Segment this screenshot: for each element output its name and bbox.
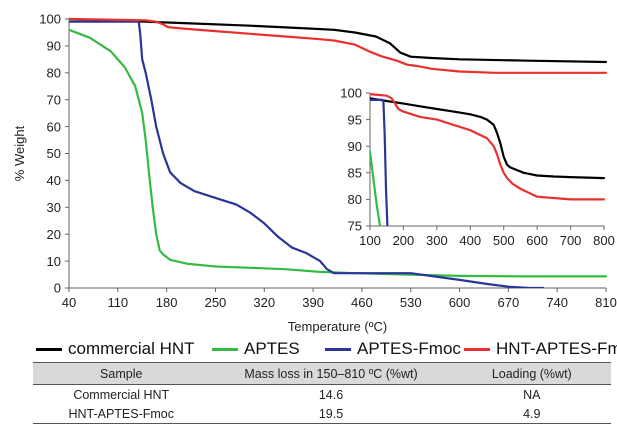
table-cell: HNT-APTES-Fmoc — [33, 404, 210, 424]
legend-swatch-aptes-fmoc — [325, 347, 351, 351]
inset-y-tick-label: 100 — [340, 86, 362, 101]
main-x-tick-label: 600 — [449, 295, 471, 310]
legend-label-aptes-fmoc: APTES-Fmoc — [357, 339, 461, 358]
inset-x-tick-label: 700 — [560, 233, 582, 248]
mass-loss-table: Sample Mass loss in 150–810 ºC (%wt) Loa… — [33, 362, 611, 424]
legend: commercial HNT APTES APTES-Fmoc HNT-APTE… — [0, 339, 617, 361]
legend-label-aptes: APTES — [244, 339, 300, 358]
legend-item-aptes: APTES — [212, 339, 300, 359]
legend-swatch-aptes — [212, 347, 238, 351]
main-x-tick-label: 320 — [253, 295, 275, 310]
main-y-tick-label: 100 — [39, 12, 61, 27]
inset-x-tick-label: 200 — [393, 233, 415, 248]
table-cell: 4.9 — [452, 404, 611, 424]
legend-swatch-commercial-hnt — [36, 347, 62, 351]
main-y-tick-label: 40 — [47, 173, 61, 188]
main-x-tick-label: 460 — [351, 295, 373, 310]
main-x-tick-label: 250 — [205, 295, 227, 310]
inset-y-tick-label: 80 — [348, 192, 362, 207]
main-y-tick-label: 60 — [47, 119, 61, 134]
inset-series-line-hnt-aptes-fmoc — [370, 92, 606, 201]
table-row: HNT-APTES-Fmoc 19.5 4.9 — [33, 404, 611, 424]
table-cell: 14.6 — [318, 387, 344, 402]
legend-item-commercial-hnt: commercial HNT — [36, 339, 195, 359]
main-y-tick-label: 20 — [47, 227, 61, 242]
table-cell: 19.5 — [209, 404, 453, 424]
table-header: Loading (%wt) — [452, 362, 611, 385]
main-x-tick-label: 740 — [546, 295, 568, 310]
main-y-tick-label: 90 — [47, 39, 61, 54]
legend-swatch-hnt-aptes-fmoc — [464, 347, 490, 351]
main-x-tick-label: 180 — [156, 295, 178, 310]
legend-item-aptes-fmoc: APTES-Fmoc — [325, 339, 461, 359]
inset-series-line-aptes — [370, 150, 382, 226]
main-y-tick-label: 80 — [47, 65, 61, 80]
inset-x-tick-label: 600 — [526, 233, 548, 248]
inset-series-line-commercial-hnt — [370, 97, 606, 180]
inset-x-tick-label: 300 — [426, 233, 448, 248]
main-y-tick-label: 0 — [54, 281, 61, 296]
table-header: Mass loss in 150–810 ºC (%wt) — [209, 362, 453, 385]
main-x-tick-label: 670 — [498, 295, 520, 310]
main-series-line-hnt-aptes-fmoc — [69, 17, 608, 74]
y-axis-title: % Weight — [12, 125, 27, 181]
table-cell: Commercial HNT — [73, 387, 170, 402]
main-x-tick-label: 110 — [107, 295, 128, 310]
x-axis-title: Temperature (ºC) — [288, 319, 387, 334]
main-x-tick-label: 530 — [400, 295, 422, 310]
main-series-line-aptes-fmoc — [69, 20, 545, 288]
inset-x-tick-label: 800 — [593, 233, 615, 248]
table-header-row: Sample Mass loss in 150–810 ºC (%wt) Loa… — [33, 362, 611, 385]
table-row: Commercial HNT 14.6 NA — [33, 385, 611, 405]
inset-y-tick-label: 85 — [348, 165, 362, 180]
legend-item-hnt-aptes-fmoc: HNT-APTES-Fmoc — [464, 339, 617, 359]
main-series-line-commercial-hnt — [69, 17, 608, 64]
legend-label-commercial-hnt: commercial HNT — [68, 339, 195, 358]
main-y-tick-label: 70 — [47, 92, 61, 107]
inset-y-tick-label: 90 — [348, 139, 362, 154]
main-y-tick-label: 30 — [47, 200, 61, 215]
legend-label-hnt-aptes-fmoc: HNT-APTES-Fmoc — [496, 339, 617, 358]
tga-chart: 0 10 20 30 40 50 60 70 80 90 100 40 110 180 250 320 390 4… — [12, 12, 617, 334]
main-x-tick-label: 810 — [595, 295, 617, 310]
inset-y-tick-label: 75 — [348, 219, 362, 234]
inset-y-tick-label: 95 — [348, 112, 362, 127]
inset-x-tick-label: 500 — [493, 233, 515, 248]
main-y-tick-label: 10 — [47, 254, 61, 269]
main-x-tick-label: 40 — [62, 295, 76, 310]
inset-series-line-aptes-fmoc — [370, 98, 389, 226]
inset-x-tick-label: 100 — [359, 233, 381, 248]
main-y-tick-label: 50 — [47, 146, 61, 161]
inset-x-tick-label: 400 — [459, 233, 481, 248]
table-cell: NA — [523, 387, 541, 402]
table-header: Sample — [33, 362, 210, 385]
main-x-tick-label: 390 — [302, 295, 324, 310]
